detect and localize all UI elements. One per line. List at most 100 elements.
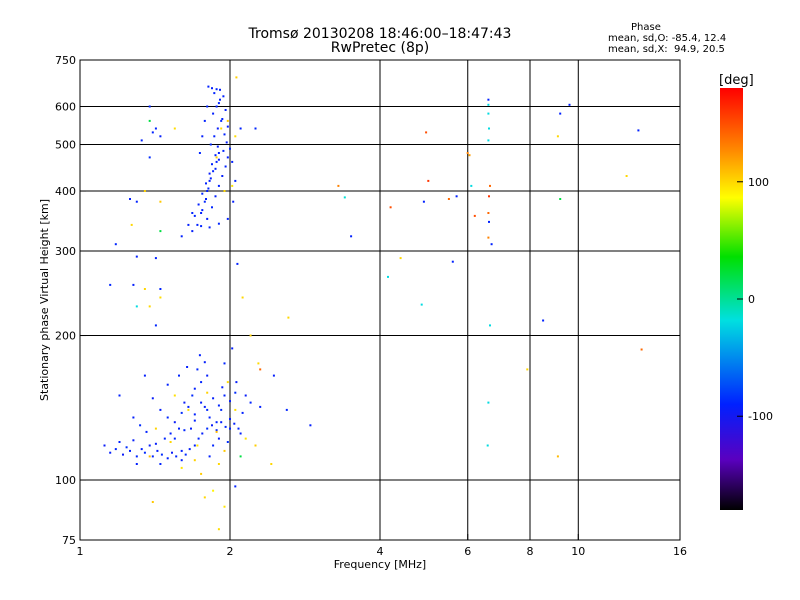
- data-point: [187, 223, 190, 226]
- data-point: [132, 283, 135, 286]
- data-point: [166, 416, 169, 419]
- data-point: [148, 105, 151, 108]
- data-point: [159, 288, 162, 290]
- data-point: [309, 424, 312, 427]
- data-point: [159, 408, 162, 411]
- y-tick-label: 75: [62, 534, 76, 547]
- data-point: [130, 223, 133, 226]
- phase-stats-title: Phase: [631, 22, 661, 33]
- data-point: [208, 455, 211, 458]
- data-point: [151, 501, 154, 503]
- data-point: [180, 449, 183, 452]
- data-point: [217, 528, 220, 531]
- data-point: [211, 163, 213, 166]
- data-point: [198, 354, 201, 357]
- data-point: [239, 127, 242, 130]
- data-point: [224, 165, 227, 168]
- data-point: [232, 200, 235, 203]
- data-point: [197, 437, 200, 440]
- data-point: [214, 167, 217, 170]
- y-tick-label: 500: [55, 139, 76, 152]
- data-point: [206, 217, 209, 220]
- data-point: [200, 381, 203, 384]
- data-point: [206, 391, 209, 394]
- data-point: [226, 381, 229, 384]
- data-point: [114, 243, 117, 246]
- data-point: [173, 421, 176, 424]
- data-point: [166, 457, 169, 460]
- data-point: [387, 275, 389, 278]
- data-point: [201, 135, 204, 138]
- data-point: [223, 362, 226, 365]
- data-point: [244, 437, 247, 440]
- data-point: [143, 288, 146, 290]
- data-point: [201, 192, 204, 195]
- data-point: [226, 217, 229, 220]
- data-point: [235, 76, 238, 79]
- data-point: [487, 112, 490, 115]
- data-point: [205, 182, 207, 185]
- data-point: [487, 139, 490, 142]
- data-point: [201, 209, 204, 212]
- colorbar-tick-label: 0: [748, 293, 755, 306]
- data-point: [422, 200, 425, 203]
- data-point: [234, 391, 237, 394]
- data-point: [229, 427, 231, 430]
- data-point: [212, 112, 215, 115]
- data-point: [163, 437, 166, 440]
- data-point: [259, 368, 262, 371]
- data-point: [169, 432, 172, 435]
- data-point: [191, 212, 194, 214]
- data-point: [206, 190, 209, 192]
- data-point: [487, 236, 490, 239]
- data-point: [206, 427, 209, 430]
- data-point: [337, 184, 340, 187]
- data-point: [196, 444, 199, 447]
- x-tick-label: 16: [673, 545, 687, 558]
- data-point: [640, 348, 643, 351]
- data-point: [451, 260, 454, 263]
- data-point: [223, 505, 226, 508]
- data-point: [229, 147, 231, 150]
- data-point: [187, 408, 190, 411]
- data-point: [399, 257, 402, 260]
- phase-stats-o: mean, sd,O: -85.4, 12.4: [608, 33, 727, 44]
- data-point: [229, 418, 231, 420]
- data-point: [122, 453, 124, 456]
- data-point: [180, 411, 183, 414]
- data-point: [231, 160, 234, 163]
- data-point: [542, 319, 545, 322]
- data-point: [203, 200, 206, 203]
- data-point: [254, 127, 257, 130]
- data-point: [214, 154, 217, 157]
- data-point: [215, 430, 218, 433]
- data-point: [148, 444, 151, 447]
- colorbar-tick-label: -100: [748, 410, 773, 423]
- data-point: [447, 198, 450, 200]
- x-tick-label: 10: [571, 545, 585, 558]
- data-point: [109, 283, 112, 286]
- data-point: [223, 394, 226, 397]
- data-point: [222, 95, 225, 98]
- data-point: [114, 448, 117, 451]
- data-point: [217, 158, 220, 161]
- data-point: [473, 214, 476, 217]
- data-point: [233, 422, 236, 425]
- data-point: [207, 85, 210, 88]
- data-point: [556, 455, 559, 458]
- data-point: [211, 87, 213, 90]
- data-point: [183, 429, 186, 432]
- data-point: [175, 455, 178, 458]
- data-point: [148, 305, 151, 308]
- data-point: [200, 472, 203, 475]
- y-tick-label: 100: [55, 474, 76, 487]
- data-point: [139, 424, 142, 427]
- data-point: [200, 401, 203, 404]
- data-point: [193, 387, 196, 390]
- data-point: [154, 127, 157, 130]
- data-point: [234, 408, 237, 411]
- data-point: [272, 374, 275, 377]
- data-point: [343, 196, 346, 199]
- data-point: [159, 230, 162, 233]
- data-point: [154, 442, 157, 445]
